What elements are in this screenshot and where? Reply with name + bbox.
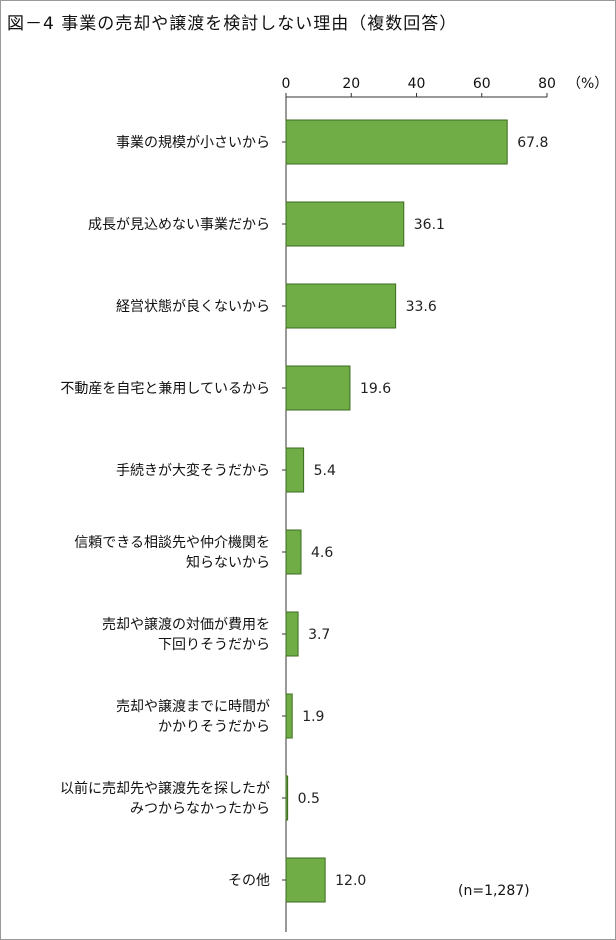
bar <box>285 611 299 657</box>
data-label: 36.1 <box>414 217 445 233</box>
sample-size-note: (n=1,287) <box>458 883 530 899</box>
bar <box>285 201 405 247</box>
category-label: 経営状態が良くないから <box>116 299 270 315</box>
category-label: 下回りそうだから <box>158 637 270 653</box>
data-label: 12.0 <box>335 873 366 889</box>
bar <box>285 693 293 739</box>
data-label: 5.4 <box>314 463 336 479</box>
category-label: 知らないから <box>186 554 270 571</box>
data-label: 33.6 <box>406 299 437 315</box>
category-label: みつからなかったから <box>130 801 270 817</box>
data-label: 67.8 <box>517 135 548 151</box>
bar <box>285 119 508 165</box>
bar <box>285 529 302 575</box>
category-label: かかりそうだから <box>158 719 270 735</box>
data-label: 1.9 <box>302 709 324 725</box>
data-label: 3.7 <box>308 627 330 643</box>
category-label: 事業の規模が小さいから <box>116 135 270 151</box>
x-tick-label: 40 <box>408 76 426 92</box>
category-label: 売却や譲渡までに時間が <box>116 699 270 715</box>
x-tick-label: 60 <box>473 76 491 92</box>
category-label: 成長が見込めない事業だから <box>88 217 270 233</box>
bar <box>285 283 397 329</box>
data-label: 0.5 <box>298 791 320 807</box>
bar <box>285 365 351 411</box>
category-label: 以前に売却先や譲渡先を探したが <box>60 780 270 797</box>
x-tick-label: 20 <box>342 76 360 92</box>
x-tick-label: 0 <box>282 76 291 92</box>
x-axis-unit: （%） <box>567 76 608 92</box>
category-label: その他 <box>228 873 270 889</box>
bar <box>285 447 305 493</box>
data-label: 19.6 <box>360 381 391 397</box>
category-label: 不動産を自宅と兼用しているから <box>60 381 270 397</box>
x-tick-label: 80 <box>538 76 556 92</box>
category-label: 信頼できる相談先や仲介機関を <box>74 535 270 551</box>
chart-title: 図－4 事業の売却や譲渡を検討しない理由（複数回答） <box>7 14 458 34</box>
data-label: 4.6 <box>311 545 333 561</box>
bar <box>285 857 326 903</box>
bar <box>285 775 289 821</box>
category-label: 手続きが大変そうだから <box>116 462 270 479</box>
category-label: 売却や譲渡の対価が費用を <box>102 617 270 633</box>
